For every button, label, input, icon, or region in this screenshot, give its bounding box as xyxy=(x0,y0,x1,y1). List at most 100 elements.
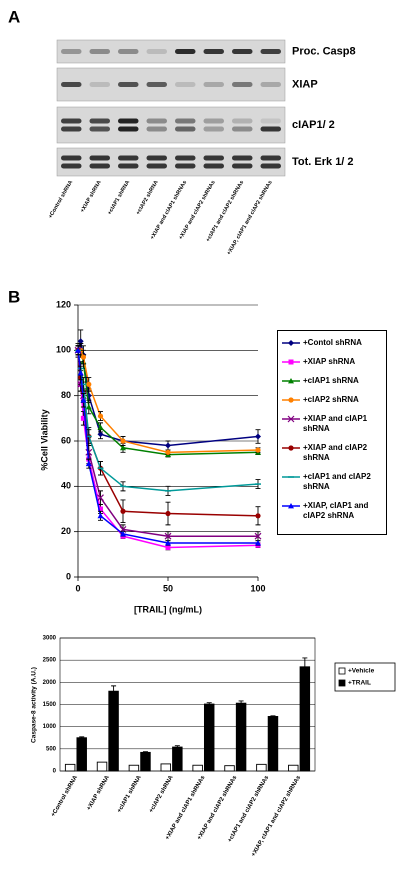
blot-band xyxy=(203,155,224,161)
marker xyxy=(165,510,171,517)
bar xyxy=(172,746,183,772)
bar xyxy=(76,737,87,772)
error-bar xyxy=(206,702,212,705)
bar xyxy=(288,764,299,772)
legend-swatch xyxy=(282,359,300,365)
lane-label: +cIAP1 shRNA xyxy=(107,180,131,216)
blot-band xyxy=(146,163,167,169)
x-tick-label: +Control shRNA xyxy=(51,774,80,818)
blot-band xyxy=(61,163,82,169)
blot-band xyxy=(118,155,139,161)
blot-row-label: Tot. Erk 1/ 2 xyxy=(292,156,354,168)
legend-label: +cIAP1 shRNA xyxy=(303,376,359,385)
legend-item: +XIAP shRNA xyxy=(281,357,383,367)
lane-label: +cIAP2 shRNA xyxy=(135,180,159,216)
blot-band xyxy=(146,118,167,124)
legend-item: +cIAP1 and cIAP2 shRNA xyxy=(281,472,383,492)
marker xyxy=(165,545,171,551)
blot-band xyxy=(61,155,82,161)
marker xyxy=(165,540,171,546)
blot-band xyxy=(146,49,167,54)
bar xyxy=(203,703,215,772)
y-tick-label: 60 xyxy=(61,435,71,445)
blot-band xyxy=(203,118,224,124)
y-tick-label: 1000 xyxy=(43,724,57,730)
legend-item: +XIAP and cIAP2 shRNA xyxy=(281,443,383,463)
blot-band xyxy=(175,126,196,132)
marker xyxy=(86,381,92,387)
blot-band xyxy=(203,163,224,169)
legend-label: +cIAP1 and cIAP2 shRNA xyxy=(303,472,371,491)
legend: +Contol shRNA +XIAP shRNA +cIAP1 shRNA +cIA… xyxy=(277,330,387,535)
marker xyxy=(120,444,126,451)
marker xyxy=(254,532,262,540)
marker xyxy=(120,508,126,514)
marker xyxy=(97,494,104,502)
y-tick-label: 1500 xyxy=(43,702,57,708)
y-tick-label: 500 xyxy=(46,746,57,752)
y-tick-label: 0 xyxy=(53,769,57,775)
marker xyxy=(85,448,93,456)
y-tick-label: 100 xyxy=(56,345,71,355)
marker xyxy=(287,415,295,423)
y-axis-label: Caspase-8 activity (A.U.) xyxy=(31,667,38,743)
bar xyxy=(235,702,247,772)
y-tick-label: 80 xyxy=(61,390,71,400)
blot-band xyxy=(146,82,167,87)
legend-label: +XIAP and cIAP2 shRNA xyxy=(303,443,368,462)
series-line xyxy=(77,341,259,447)
legend-swatch xyxy=(282,476,300,478)
x-axis-label: [TRAIL] (ng/mL) xyxy=(134,604,202,614)
marker xyxy=(85,404,92,410)
marker xyxy=(165,449,171,455)
legend-label: +Vehicle xyxy=(348,668,375,675)
blot-band xyxy=(118,82,139,87)
bar xyxy=(140,751,151,772)
legend-swatch xyxy=(282,340,300,346)
bar xyxy=(96,761,108,772)
blot-band xyxy=(203,82,224,87)
marker xyxy=(85,460,92,467)
x-tick-label: +cIAP1 shRNA xyxy=(117,774,143,814)
blot-band xyxy=(260,82,281,87)
error-bar xyxy=(111,685,117,692)
blot-band xyxy=(175,163,196,169)
legend-label: +Contol shRNA xyxy=(303,338,362,347)
marker xyxy=(288,397,294,403)
blot-band xyxy=(89,49,110,54)
panel-label: B xyxy=(8,287,20,306)
blot-band xyxy=(260,49,281,54)
marker xyxy=(97,413,104,419)
marker xyxy=(77,370,84,376)
blot-band xyxy=(232,118,253,124)
blot-band xyxy=(61,118,82,124)
bar xyxy=(299,666,311,772)
bar xyxy=(64,763,76,772)
legend-label: +XIAP shRNA xyxy=(303,357,356,366)
error-bar xyxy=(142,751,148,753)
legend-label: +XIAP, cIAP1 and cIAP2 shRNA xyxy=(303,501,369,520)
blot-band xyxy=(89,126,110,132)
panel-label: A xyxy=(8,7,20,26)
error-bar xyxy=(270,715,276,717)
blot-band xyxy=(260,155,281,161)
error-bar xyxy=(238,700,244,704)
marker xyxy=(80,397,87,403)
marker xyxy=(77,338,84,345)
blot-row-label: cIAP1/ 2 xyxy=(292,119,335,131)
blot-band xyxy=(232,49,253,54)
blot-band xyxy=(175,155,196,161)
blot-band xyxy=(89,155,110,161)
legend-item: +Contol shRNA xyxy=(281,338,383,348)
legend-item: +cIAP2 shRNA xyxy=(281,395,383,405)
error-bar xyxy=(174,745,180,748)
marker xyxy=(288,340,294,346)
legend-swatch xyxy=(282,445,300,451)
legend-swatch xyxy=(282,503,300,509)
blot-band xyxy=(61,82,82,87)
blot-band xyxy=(203,49,224,54)
legend-swatch xyxy=(338,667,346,675)
x-tick-label: 50 xyxy=(163,583,173,593)
x-tick-label: 0 xyxy=(75,583,80,593)
blot-band xyxy=(61,126,82,132)
